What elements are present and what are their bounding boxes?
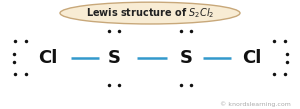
Text: Cl: Cl — [38, 49, 58, 67]
Text: © knordslearning.com: © knordslearning.com — [220, 101, 291, 107]
Text: Cl: Cl — [242, 49, 262, 67]
Text: $\bf{Lewis\ structure\ of\ }$$\bf{\it{S_2Cl_2}}$: $\bf{Lewis\ structure\ of\ }$$\bf{\it{S_… — [86, 6, 214, 20]
Ellipse shape — [60, 2, 240, 24]
Text: S: S — [107, 49, 121, 67]
Text: S: S — [179, 49, 193, 67]
